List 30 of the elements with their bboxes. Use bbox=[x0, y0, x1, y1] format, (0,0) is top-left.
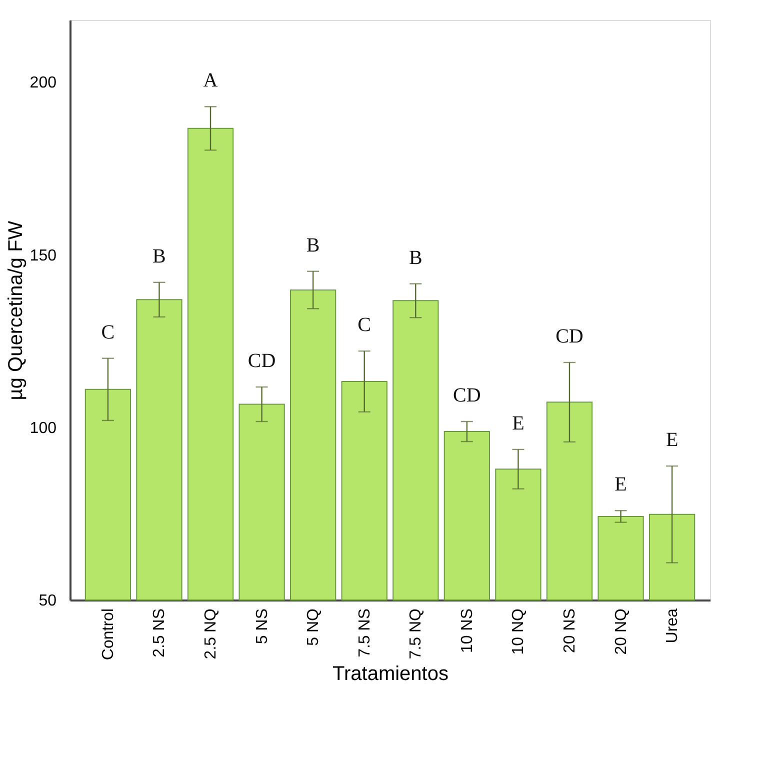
annotation: B bbox=[306, 234, 320, 256]
x-tick-label: 20 NQ bbox=[612, 608, 630, 655]
annotation: E bbox=[614, 474, 627, 496]
x-tick-label: 10 NS bbox=[458, 608, 476, 653]
x-tick-label: 10 NQ bbox=[510, 608, 528, 655]
annotation: CD bbox=[453, 384, 481, 407]
annotation: A bbox=[203, 70, 218, 92]
x-tick-label: 7.5 NQ bbox=[408, 608, 425, 660]
annotation: E bbox=[666, 429, 678, 452]
y-tick-label: 200 bbox=[30, 74, 57, 92]
y-tick-label: 150 bbox=[30, 247, 57, 264]
x-tick-label: 2.5 NQ bbox=[202, 608, 220, 660]
annotation: C bbox=[358, 314, 372, 336]
annotation: B bbox=[408, 246, 422, 269]
y-tick-label: 100 bbox=[30, 420, 57, 437]
x-tick-label: Control bbox=[100, 608, 117, 660]
y-tick-label: 50 bbox=[38, 592, 57, 610]
x-tick-label: 5 NQ bbox=[305, 608, 322, 646]
x-tick-label: 5 NS bbox=[254, 608, 271, 644]
x-tick-label: 20 NS bbox=[561, 608, 578, 653]
x-axis-title: Tratamientos bbox=[332, 663, 448, 686]
annotation: B bbox=[152, 245, 166, 268]
x-tick-label: 2.5 NS bbox=[151, 608, 168, 658]
y-axis-title: µg Quercetina/g FW bbox=[4, 220, 27, 400]
x-tick-label: Urea bbox=[664, 608, 682, 644]
annotation: CD bbox=[556, 325, 584, 348]
x-tick-label: 7.5 NS bbox=[356, 608, 374, 658]
annotation: E bbox=[512, 412, 524, 434]
annotation: C bbox=[101, 321, 115, 344]
annotation: CD bbox=[248, 350, 276, 372]
